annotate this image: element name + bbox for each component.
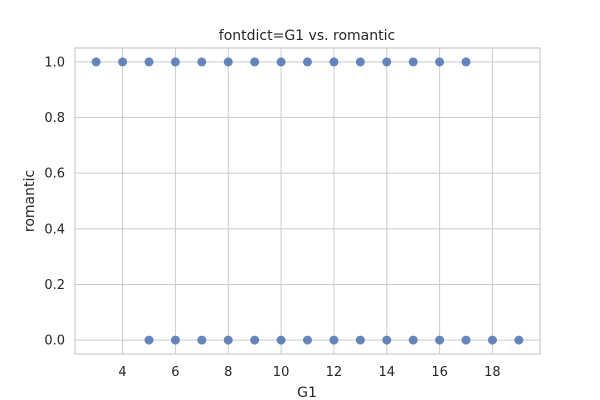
scatter-point (461, 335, 471, 345)
scatter-point (355, 57, 365, 67)
scatter-point (408, 335, 418, 345)
scatter-point (435, 57, 445, 67)
scatter-point (435, 335, 445, 345)
scatter-point (355, 335, 365, 345)
plot-frame (74, 47, 541, 355)
scatter-point (276, 335, 286, 345)
scatter-point (144, 57, 154, 67)
x-tick-label: 16 (431, 365, 448, 380)
x-tick-label: 4 (118, 365, 126, 380)
y-tick-label: 1.0 (44, 55, 65, 70)
scatter-point (329, 57, 339, 67)
scatter-point (91, 57, 101, 67)
grid-layer (75, 48, 540, 354)
x-axis-label: G1 (297, 385, 317, 400)
y-tick-labels: 0.0 0.2 0.4 0.6 0.8 1.0 (44, 55, 65, 348)
scatter-point (303, 57, 312, 67)
scatter-point (276, 57, 286, 67)
scatter-point (197, 57, 207, 67)
scatter-point (329, 335, 339, 345)
scatter-point (197, 335, 207, 345)
scatter-point (250, 57, 260, 67)
scatter-point (514, 335, 524, 345)
scatter-point (223, 57, 233, 67)
scatter-point (170, 335, 180, 345)
x-tick-label: 6 (171, 365, 179, 380)
scatter-point (382, 57, 392, 67)
x-tick-label: 18 (484, 365, 501, 380)
x-tick-labels: 4 6 8 10 12 14 16 18 (118, 365, 500, 380)
scatter-point (303, 335, 312, 345)
scatter-point (250, 335, 260, 345)
x-tick-label: 14 (378, 365, 395, 380)
y-tick-label: 0.8 (44, 111, 65, 126)
scatter-point (144, 335, 154, 345)
x-tick-label: 8 (224, 365, 232, 380)
y-tick-label: 0.0 (44, 334, 65, 349)
scatter-point (461, 57, 471, 67)
scatter-point (408, 57, 418, 67)
scatter-point (170, 57, 180, 67)
x-tick-label: 10 (273, 365, 290, 380)
chart-title: fontdict=G1 vs. romantic (219, 28, 395, 44)
y-tick-label: 0.2 (44, 278, 65, 293)
scatter-point (382, 335, 392, 345)
y-tick-label: 0.6 (44, 167, 65, 182)
scatter-point (487, 335, 497, 345)
x-tick-label: 12 (326, 365, 343, 380)
scatter-point (223, 335, 233, 345)
points-layer (91, 57, 524, 345)
y-axis-label: romantic (22, 170, 38, 232)
y-tick-label: 0.4 (44, 222, 65, 237)
scatter-point (118, 57, 128, 67)
